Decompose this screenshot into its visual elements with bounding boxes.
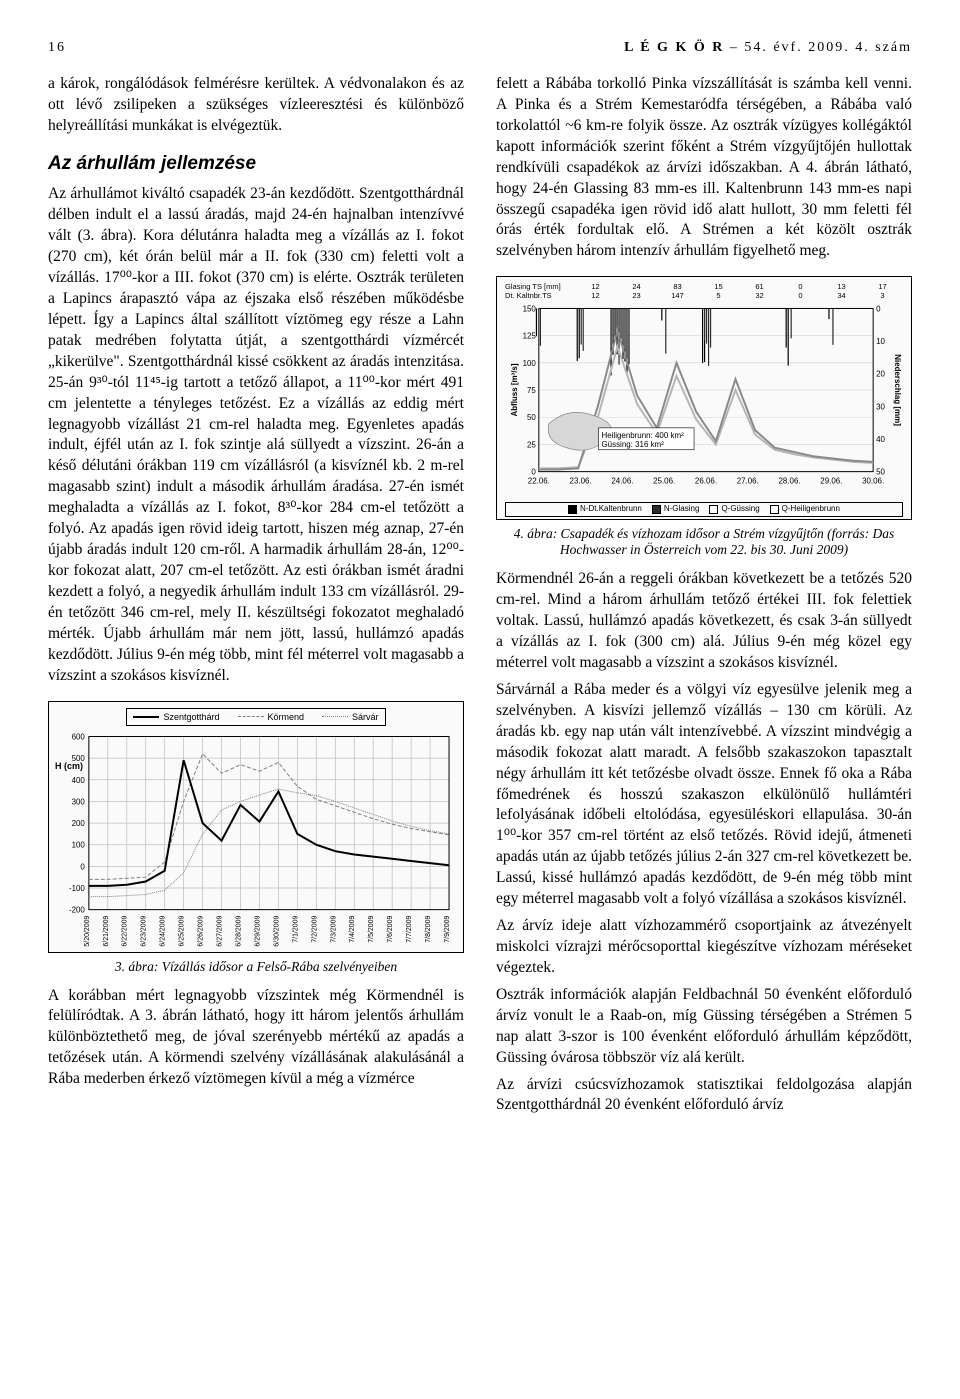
svg-text:30: 30: [876, 402, 885, 411]
svg-text:0: 0: [876, 304, 881, 313]
svg-text:6/25/2009: 6/25/2009: [179, 915, 186, 946]
legend-label: Szentgotthárd: [163, 711, 219, 723]
svg-text:22.06.: 22.06.: [528, 476, 550, 485]
svg-text:25.06.: 25.06.: [653, 476, 675, 485]
svg-text:6/24/2009: 6/24/2009: [160, 915, 167, 946]
figure-4-legend: N-Dt.KaltenbrunnN-GlasingQ-GüssingQ-Heil…: [505, 502, 903, 517]
svg-text:7/7/2009: 7/7/2009: [406, 915, 413, 942]
svg-text:30.06.: 30.06.: [862, 476, 884, 485]
svg-text:28.06.: 28.06.: [779, 476, 801, 485]
svg-text:6/28/2009: 6/28/2009: [235, 915, 242, 946]
svg-text:6/21/2009: 6/21/2009: [103, 915, 110, 946]
svg-text:125: 125: [523, 331, 537, 340]
figure-4: Glasing TS [mm]122483156101317Dt. Kaltnb…: [496, 276, 912, 559]
para: Az árvíz ideje alatt vízhozammérő csopor…: [496, 916, 912, 979]
svg-text:7/3/2009: 7/3/2009: [330, 915, 337, 942]
svg-text:5/20/2009: 5/20/2009: [84, 915, 91, 946]
figure-4-caption: 4. ábra: Csapadék és vízhozam idősor a S…: [496, 526, 912, 560]
right-column: felett a Rábába torkolló Pinka vízszállí…: [496, 74, 912, 1122]
svg-text:Heiligenbrunn: 400 km²: Heiligenbrunn: 400 km²: [602, 431, 685, 440]
figure-4-header-table: Glasing TS [mm]122483156101317Dt. Kaltnb…: [505, 283, 903, 300]
para: Sárvárnál a Rába meder és a völgyi víz e…: [496, 680, 912, 910]
svg-text:25: 25: [527, 440, 536, 449]
svg-text:300: 300: [72, 797, 86, 806]
para: Osztrák információk alapján Feldbachnál …: [496, 985, 912, 1069]
para: Az árvízi csúcsvízhozamok statisztikai f…: [496, 1075, 912, 1117]
svg-text:27.06.: 27.06.: [737, 476, 759, 485]
svg-text:100: 100: [523, 359, 537, 368]
para: A korábban mért legnagyobb vízszintek mé…: [48, 986, 464, 1091]
svg-text:200: 200: [72, 819, 86, 828]
svg-text:100: 100: [72, 840, 86, 849]
svg-text:Güssing: 316 km²: Güssing: 316 km²: [602, 440, 665, 449]
svg-text:29.06.: 29.06.: [820, 476, 842, 485]
left-column: a károk, rongálódások felmérésre kerülte…: [48, 74, 464, 1122]
svg-text:6/26/2009: 6/26/2009: [198, 915, 205, 946]
page-header: 16 L É G K Ö R – 54. évf. 2009. 4. szám: [48, 40, 912, 56]
svg-text:7/8/2009: 7/8/2009: [425, 915, 432, 942]
svg-text:7/2/2009: 7/2/2009: [311, 915, 318, 942]
svg-text:7/9/2009: 7/9/2009: [444, 915, 451, 942]
svg-text:10: 10: [876, 337, 885, 346]
svg-text:600: 600: [72, 732, 86, 741]
svg-text:400: 400: [72, 775, 86, 784]
svg-text:6/22/2009: 6/22/2009: [122, 915, 129, 946]
svg-text:0: 0: [531, 467, 536, 476]
svg-text:Niederschlag [mm]: Niederschlag [mm]: [893, 354, 902, 426]
para: Az árhullámot kiváltó csapadék 23-án kez…: [48, 184, 464, 686]
svg-text:7/4/2009: 7/4/2009: [349, 915, 356, 942]
para: Körmendnél 26-án a reggeli órákban követ…: [496, 569, 912, 674]
figure-3-legend: Szentgotthárd Körmend Sárvár: [126, 708, 385, 726]
svg-text:50: 50: [527, 413, 536, 422]
svg-text:50: 50: [876, 467, 885, 476]
svg-text:6/30/2009: 6/30/2009: [273, 915, 280, 946]
figure-4-chart: 0 25 50 75 100 125 150 0 10 20 30 40 50 22.06. 23.06. 2…: [505, 300, 903, 500]
journal-title: L É G K Ö R: [624, 40, 724, 55]
svg-text:0: 0: [80, 862, 85, 871]
svg-text:6/29/2009: 6/29/2009: [254, 915, 261, 946]
svg-text:7/5/2009: 7/5/2009: [368, 915, 375, 942]
figure-3-caption: 3. ábra: Vízállás idősor a Felső-Rába sz…: [48, 959, 464, 976]
svg-text:-100: -100: [69, 884, 85, 893]
svg-text:-200: -200: [69, 905, 85, 914]
figure-3: Szentgotthárd Körmend Sárvár H (cm) -200…: [48, 701, 464, 976]
legend-label: Körmend: [268, 711, 305, 723]
svg-text:Abfluss [m³/s]: Abfluss [m³/s]: [510, 363, 519, 416]
section-heading: Az árhullám jellemzése: [48, 151, 464, 177]
svg-text:40: 40: [876, 435, 885, 444]
svg-text:6/23/2009: 6/23/2009: [141, 915, 148, 946]
y-axis-label: H (cm): [55, 760, 83, 772]
svg-text:150: 150: [523, 304, 537, 313]
para: felett a Rábába torkolló Pinka vízszállí…: [496, 74, 912, 262]
svg-text:7/1/2009: 7/1/2009: [292, 915, 299, 942]
figure-3-chart: -200-10001002003004005006005/20/20096/21…: [57, 730, 455, 950]
para: a károk, rongálódások felmérésre kerülte…: [48, 74, 464, 137]
svg-text:23.06.: 23.06.: [570, 476, 592, 485]
svg-text:6/27/2009: 6/27/2009: [217, 915, 224, 946]
svg-text:26.06.: 26.06.: [695, 476, 717, 485]
svg-text:75: 75: [527, 386, 536, 395]
legend-label: Sárvár: [352, 711, 379, 723]
svg-text:20: 20: [876, 370, 885, 379]
issue-info: – 54. évf. 2009. 4. szám: [730, 40, 912, 55]
page-number: 16: [48, 40, 66, 56]
svg-text:7/6/2009: 7/6/2009: [387, 915, 394, 942]
svg-text:24.06.: 24.06.: [611, 476, 633, 485]
